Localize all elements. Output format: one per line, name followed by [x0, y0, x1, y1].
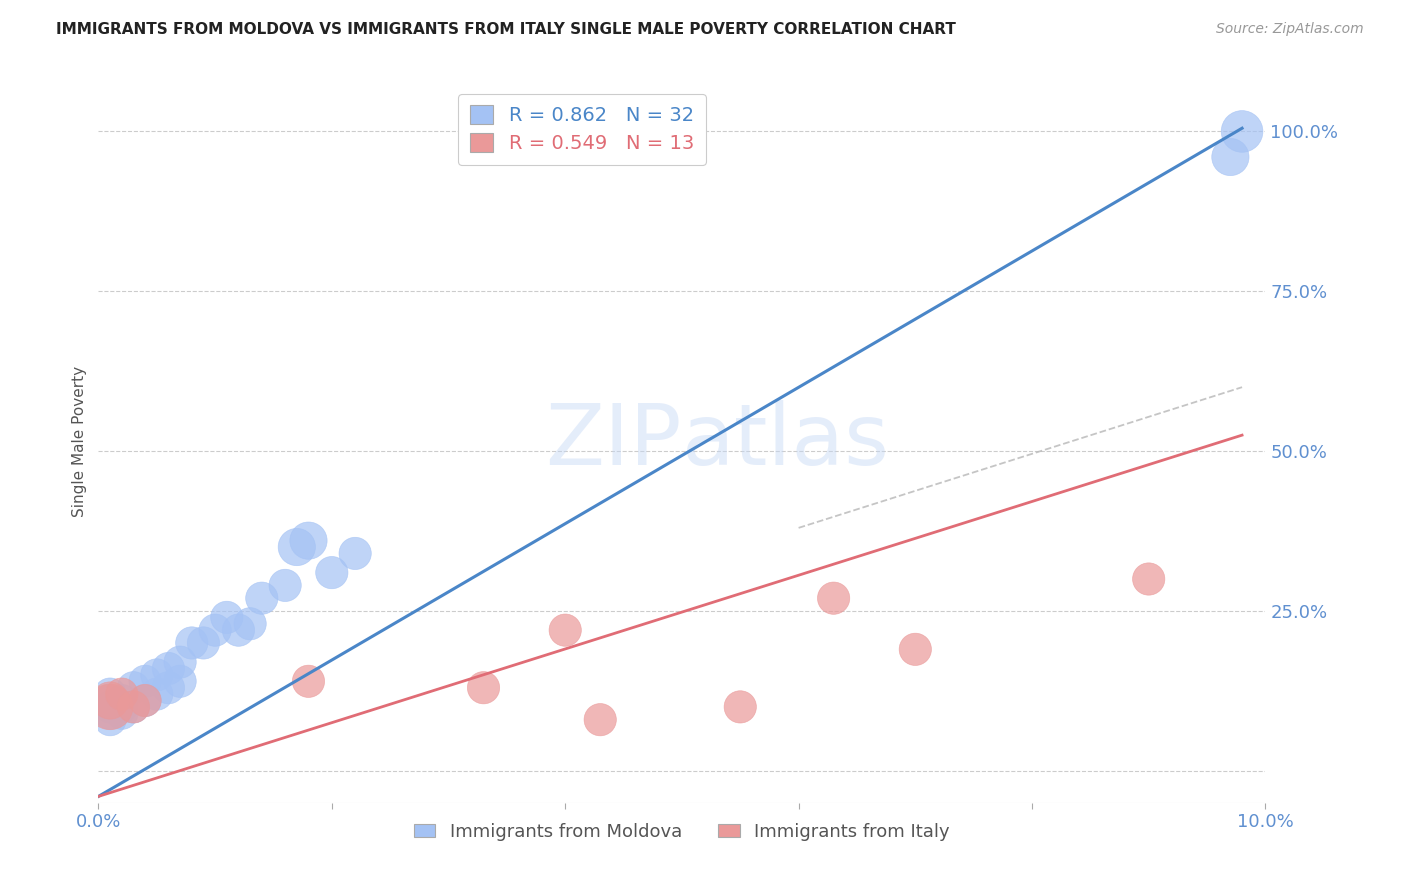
Point	[98, 693, 121, 707]
Point	[134, 674, 156, 689]
Point	[228, 623, 250, 637]
Point	[204, 623, 226, 637]
Text: IMMIGRANTS FROM MOLDOVA VS IMMIGRANTS FROM ITALY SINGLE MALE POVERTY CORRELATION: IMMIGRANTS FROM MOLDOVA VS IMMIGRANTS FR…	[56, 22, 956, 37]
Point	[297, 533, 319, 548]
Point	[904, 642, 927, 657]
Point	[146, 687, 169, 701]
Point	[321, 566, 343, 580]
Point	[1137, 572, 1160, 586]
Text: Source: ZipAtlas.com: Source: ZipAtlas.com	[1216, 22, 1364, 37]
Point	[157, 681, 180, 695]
Point	[122, 681, 145, 695]
Point	[169, 674, 191, 689]
Point	[111, 687, 134, 701]
Point	[1219, 150, 1241, 164]
Point	[98, 693, 121, 707]
Point	[1230, 124, 1253, 138]
Point	[554, 623, 576, 637]
Point	[157, 661, 180, 675]
Point	[472, 681, 495, 695]
Point	[730, 699, 752, 714]
Point	[134, 693, 156, 707]
Legend: Immigrants from Moldova, Immigrants from Italy: Immigrants from Moldova, Immigrants from…	[406, 815, 957, 848]
Point	[239, 616, 262, 631]
Point	[98, 687, 121, 701]
Point	[111, 699, 134, 714]
Text: ZIP: ZIP	[546, 400, 682, 483]
Point	[180, 636, 202, 650]
Point	[297, 674, 319, 689]
Point	[169, 655, 191, 669]
Point	[344, 546, 367, 560]
Point	[98, 699, 121, 714]
Point	[193, 636, 215, 650]
Point	[111, 693, 134, 707]
Point	[215, 610, 238, 624]
Y-axis label: Single Male Poverty: Single Male Poverty	[72, 366, 87, 517]
Point	[589, 713, 612, 727]
Point	[111, 706, 134, 721]
Text: atlas: atlas	[682, 400, 890, 483]
Point	[285, 540, 308, 554]
Point	[146, 668, 169, 682]
Point	[134, 693, 156, 707]
Point	[122, 699, 145, 714]
Point	[98, 706, 121, 721]
Point	[98, 699, 121, 714]
Point	[98, 713, 121, 727]
Point	[274, 578, 297, 592]
Point	[250, 591, 273, 606]
Point	[122, 699, 145, 714]
Point	[823, 591, 845, 606]
